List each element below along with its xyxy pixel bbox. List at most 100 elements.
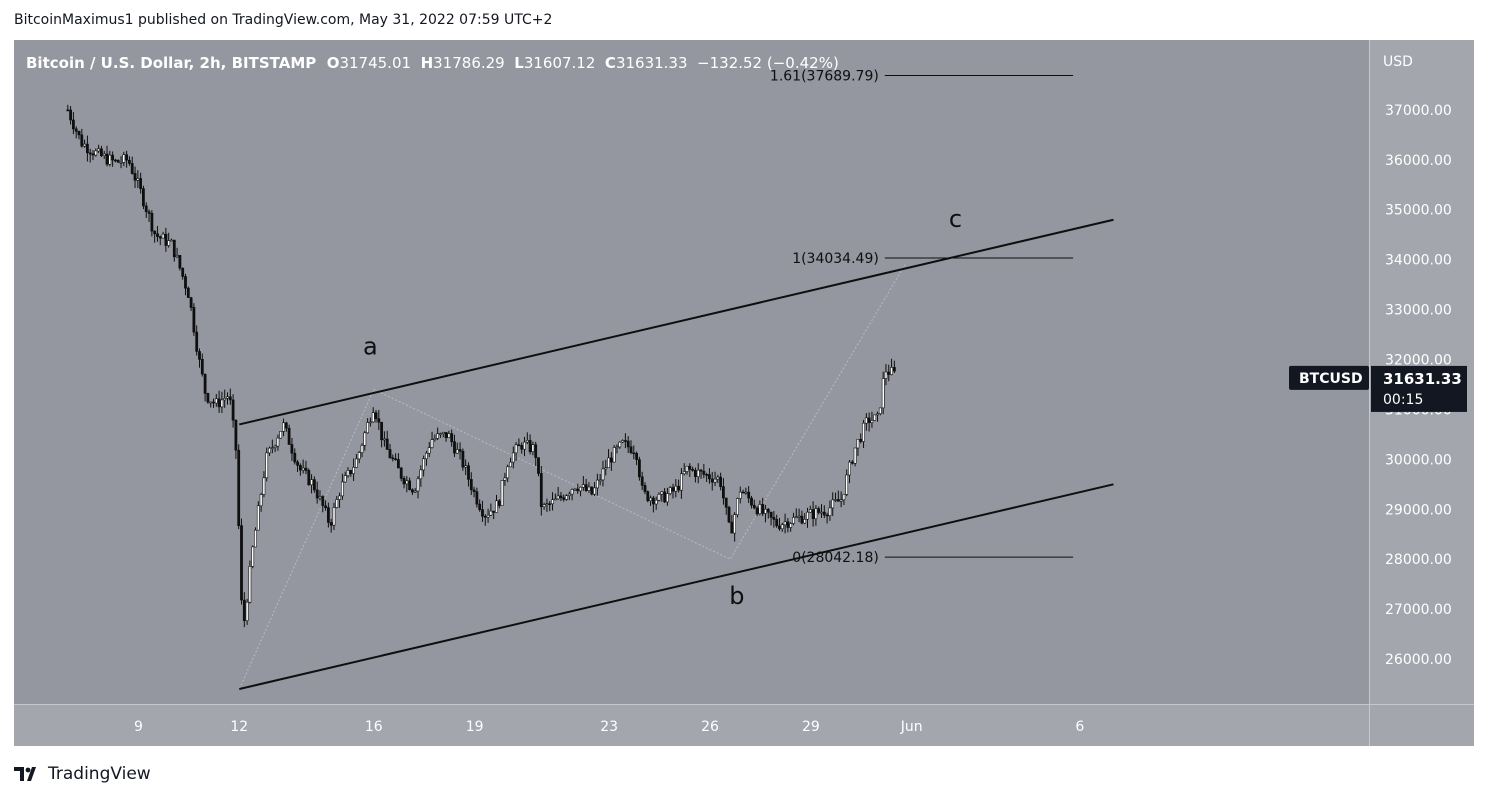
candle-body <box>576 488 580 492</box>
candle-body <box>256 505 260 531</box>
candle-body <box>192 307 196 333</box>
candle-body <box>368 421 372 424</box>
candle-body <box>455 449 459 454</box>
candle-body <box>828 507 832 516</box>
candle-body <box>674 485 678 492</box>
candle-body <box>438 433 442 435</box>
candle-body <box>251 546 255 567</box>
bar-countdown: 00:15 <box>1383 392 1423 408</box>
candle-body <box>402 477 406 485</box>
candle-body <box>424 452 428 460</box>
x-tick-label: 29 <box>802 719 820 735</box>
candle-body <box>492 510 496 513</box>
candle-body <box>710 478 714 483</box>
candle-body <box>91 153 95 156</box>
candle-body <box>321 496 325 507</box>
channel-lower-line <box>239 483 1114 690</box>
candle-body <box>226 396 229 399</box>
candle-body <box>472 489 476 492</box>
candle-body <box>862 422 865 442</box>
candle-body <box>531 444 535 453</box>
candle-body <box>371 412 375 423</box>
candle-body <box>363 432 367 446</box>
candle-body <box>646 491 650 502</box>
candle-body <box>220 399 224 408</box>
tradingview-brand[interactable]: TradingView <box>14 762 151 786</box>
wave-label-b: b <box>729 582 744 610</box>
candle-body <box>335 499 339 508</box>
x-tick-label: 19 <box>466 719 484 735</box>
candle-body <box>282 422 285 432</box>
candle-body <box>727 506 731 523</box>
candle-body <box>766 508 770 513</box>
candle-body <box>181 267 185 277</box>
candle-body <box>839 499 843 502</box>
candle-body <box>682 471 686 475</box>
candle-body <box>713 478 717 483</box>
wave-zigzag <box>238 264 906 690</box>
legend-high-label: H <box>421 54 434 72</box>
legend-symbol: Bitcoin / U.S. Dollar, 2h, BITSTAMP <box>26 54 327 72</box>
candle-body <box>405 480 409 485</box>
x-tick-label: 9 <box>134 719 143 735</box>
candle-body <box>856 438 860 449</box>
y-tick-label: 32000.00 <box>1385 353 1452 369</box>
candle-body <box>108 154 112 165</box>
candle-body <box>142 188 145 207</box>
y-tick-label: 33000.00 <box>1385 303 1452 319</box>
candle-body <box>511 452 515 463</box>
candle-body <box>170 239 173 242</box>
x-tick-label: 23 <box>600 719 618 735</box>
candle-body <box>573 488 577 491</box>
legend-high: 31786.29 <box>433 54 514 72</box>
candle-body <box>721 486 725 499</box>
candle-body <box>483 515 487 518</box>
candle-body <box>133 173 137 181</box>
time-axis-panel <box>14 704 1369 746</box>
candle-body <box>374 412 378 419</box>
candle-body <box>413 490 417 493</box>
candle-body <box>668 487 672 494</box>
candle-body <box>820 511 823 514</box>
candle-body <box>707 474 711 480</box>
legend-low-label: L <box>514 54 524 72</box>
candle-body <box>489 510 493 516</box>
candle-body <box>223 397 227 401</box>
candle-body <box>298 465 302 471</box>
candle-body <box>399 467 403 479</box>
candle-body <box>88 152 92 155</box>
candle-body <box>245 601 249 622</box>
x-tick-label: 12 <box>230 719 248 735</box>
candle-body <box>845 474 849 495</box>
wave-label-a: a <box>363 333 378 361</box>
candle-body <box>794 516 798 519</box>
candle-body <box>293 452 297 463</box>
candle-body <box>635 452 639 460</box>
price-chart[interactable]: 1.61(37689.79) 1(34034.49) 0(28042.18) a b c U… <box>14 40 1474 746</box>
candle-body <box>234 419 238 451</box>
candle-body <box>497 500 501 506</box>
candle-body <box>688 465 692 470</box>
candle-body <box>391 457 395 460</box>
candle-body <box>542 504 546 508</box>
candle-body <box>150 213 154 232</box>
candle-body <box>741 491 745 494</box>
legend-open: 31745.01 <box>339 54 420 72</box>
candle-body <box>144 205 148 212</box>
candle-body <box>315 489 319 499</box>
candle-body <box>503 477 507 481</box>
candle-body <box>693 469 697 477</box>
candle-body <box>200 358 204 375</box>
candle-body <box>803 518 807 524</box>
candle-body <box>139 178 143 189</box>
candle-body <box>570 489 574 495</box>
candle-body <box>887 371 891 375</box>
candle-body <box>615 446 619 449</box>
candle-body <box>136 178 140 181</box>
candle-body <box>326 507 330 523</box>
candle-body <box>354 458 358 468</box>
candle-body <box>836 499 840 502</box>
candle-body <box>831 499 835 509</box>
symbol-tag <box>1289 365 1369 390</box>
candle-body <box>259 494 263 507</box>
